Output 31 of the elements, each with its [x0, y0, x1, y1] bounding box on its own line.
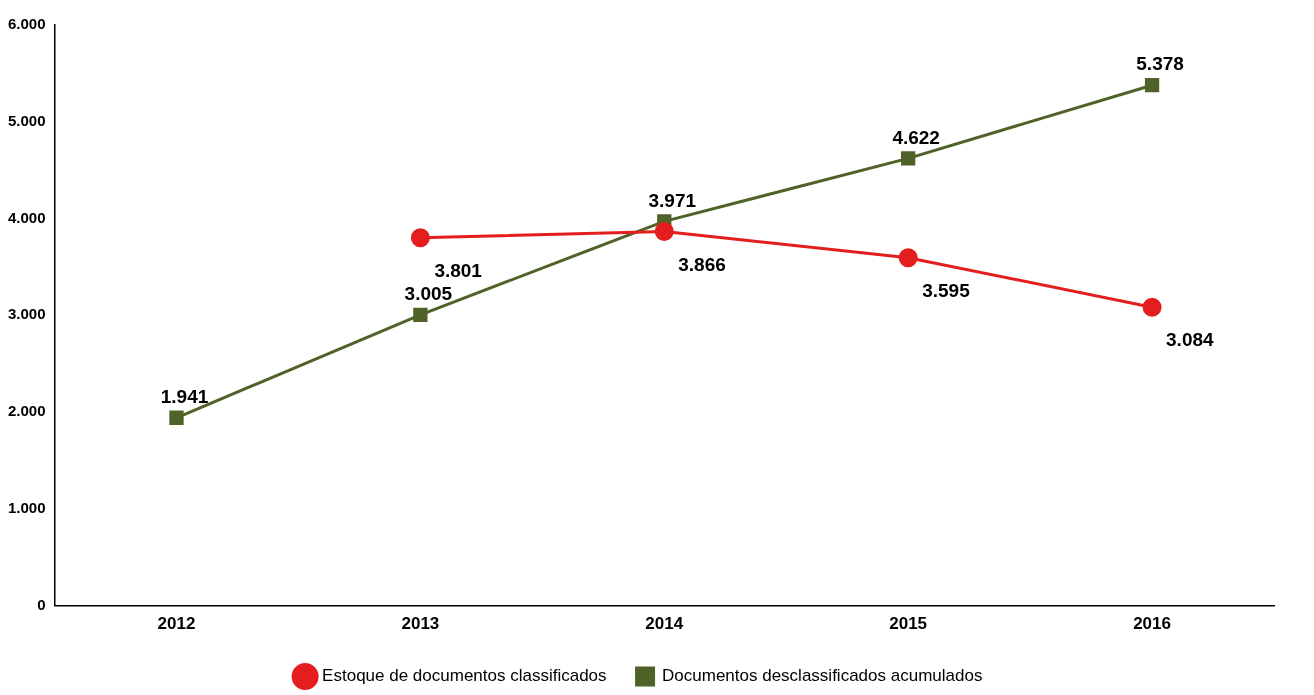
data-label: 3.866 [678, 253, 726, 275]
x-tick-label: 2014 [645, 614, 684, 634]
data-label: 1.941 [160, 386, 209, 408]
y-tick-label: 4.000 [7, 208, 46, 226]
data-label: 3.005 [404, 283, 453, 305]
y-tick-label: 1.000 [7, 498, 46, 516]
legend-label: Estoque de documentos classificados [322, 666, 607, 686]
point [654, 222, 674, 241]
point [901, 151, 916, 166]
point [169, 410, 184, 425]
data-label: 4.622 [892, 126, 940, 148]
point [1144, 78, 1160, 93]
data-label: 5.378 [1136, 53, 1184, 75]
x-tick-label: 2012 [157, 614, 196, 634]
point [898, 248, 918, 268]
y-tick-label: 5.000 [7, 111, 46, 129]
x-tick-label: 2016 [1133, 614, 1171, 634]
point [410, 228, 430, 248]
y-tick-label: 6.000 [7, 15, 46, 33]
x-tick-label: 2013 [401, 614, 440, 634]
data-label: 3.971 [648, 189, 697, 211]
y-tick-label: 3.000 [7, 305, 46, 323]
legend-label: Documentos desclassificados acumulados [662, 666, 983, 686]
y-tick-label: 0 [37, 595, 46, 613]
point [1142, 297, 1162, 317]
x-tick-label: 2015 [889, 614, 928, 634]
y-tick-label: 2.000 [7, 402, 46, 420]
data-label: 3.084 [1166, 329, 1215, 351]
data-label: 3.595 [922, 279, 971, 301]
point [413, 307, 428, 322]
data-label: 3.801 [434, 260, 483, 282]
